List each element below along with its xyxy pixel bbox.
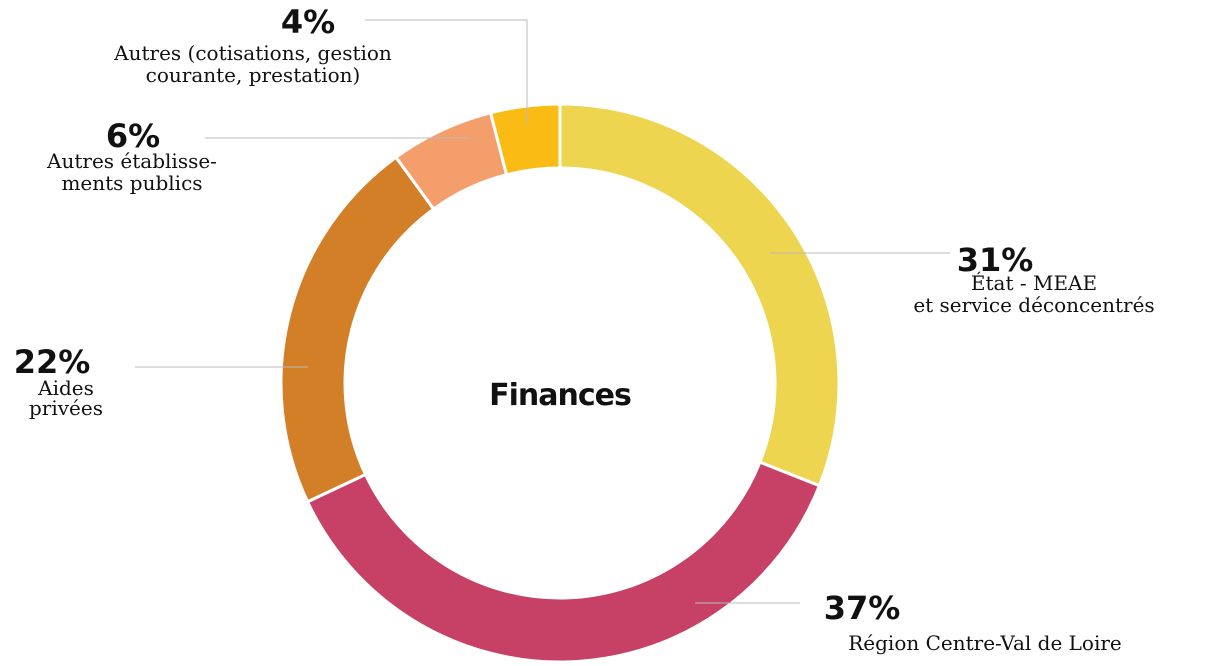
value-label: 37% [824, 589, 901, 627]
category-label: courante, prestation) [146, 63, 361, 87]
value-label: 22% [14, 343, 91, 381]
donut-slice [305, 460, 822, 664]
category-label: Autres (cotisations, gestion [113, 41, 392, 65]
category-label: et service déconcentrés [913, 293, 1154, 317]
category-label: État - MEAE [971, 271, 1097, 295]
leader-line [365, 19, 528, 125]
donut-slice [279, 155, 436, 504]
donut [279, 102, 841, 664]
category-label: Région Centre-Val de Loire [848, 631, 1122, 655]
donut-slice [488, 102, 562, 177]
value-label: 31% [957, 241, 1034, 279]
category-label: Autres établisse- [46, 149, 217, 173]
category-label: privées [29, 396, 103, 420]
category-label: ments publics [61, 171, 202, 195]
value-label: 4% [281, 3, 335, 41]
chart-title: Finances [489, 378, 631, 413]
category-label: Aides [37, 376, 94, 400]
value-label: 6% [106, 117, 160, 155]
donut-slice [558, 102, 841, 488]
